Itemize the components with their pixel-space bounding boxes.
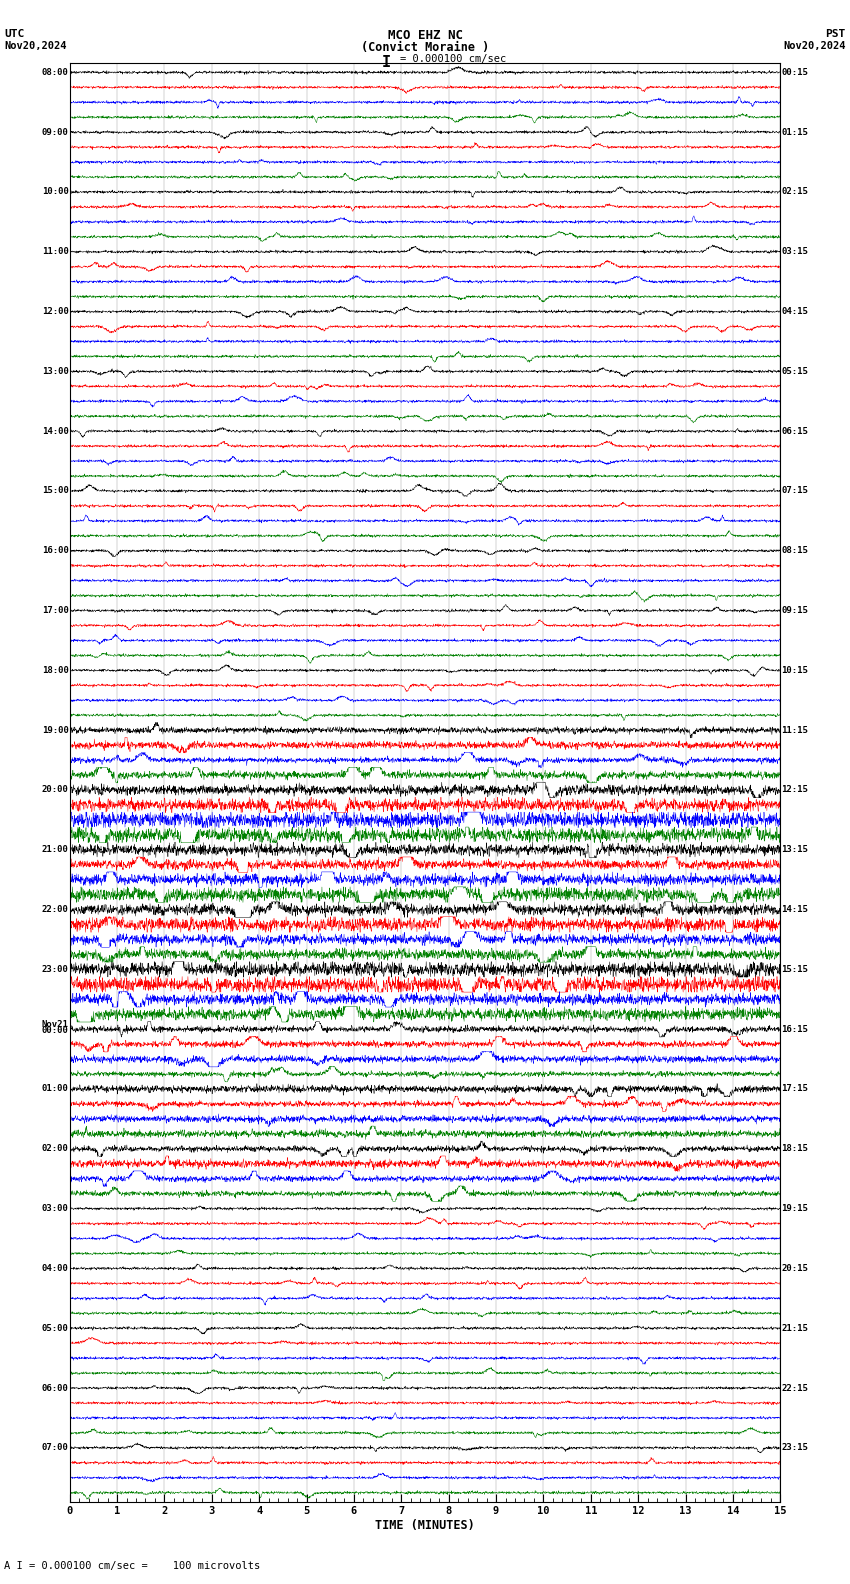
Text: 20:00: 20:00 [42, 786, 69, 795]
Text: 23:15: 23:15 [781, 1443, 808, 1453]
Text: 07:00: 07:00 [42, 1443, 69, 1453]
Text: 11:00: 11:00 [42, 247, 69, 257]
Text: (Convict Moraine ): (Convict Moraine ) [361, 41, 489, 54]
Text: Nov20,2024: Nov20,2024 [4, 41, 67, 51]
Text: 05:00: 05:00 [42, 1324, 69, 1332]
Text: 17:00: 17:00 [42, 607, 69, 615]
Text: Nov21: Nov21 [42, 1020, 69, 1030]
Text: 22:00: 22:00 [42, 904, 69, 914]
Text: 22:15: 22:15 [781, 1383, 808, 1392]
Text: 13:15: 13:15 [781, 846, 808, 854]
Text: 00:00: 00:00 [42, 1026, 69, 1036]
Text: 18:15: 18:15 [781, 1144, 808, 1153]
Text: 02:00: 02:00 [42, 1144, 69, 1153]
Text: 08:15: 08:15 [781, 546, 808, 556]
Text: 01:00: 01:00 [42, 1085, 69, 1093]
Text: 21:15: 21:15 [781, 1324, 808, 1332]
Text: PST: PST [825, 29, 846, 38]
Text: 09:15: 09:15 [781, 607, 808, 615]
Text: 05:15: 05:15 [781, 367, 808, 375]
Text: 09:00: 09:00 [42, 128, 69, 136]
Text: 18:00: 18:00 [42, 665, 69, 675]
Text: 15:15: 15:15 [781, 965, 808, 974]
Text: 00:15: 00:15 [781, 68, 808, 78]
Text: 03:15: 03:15 [781, 247, 808, 257]
Text: I: I [382, 55, 391, 70]
Text: 08:00: 08:00 [42, 68, 69, 78]
Text: 17:15: 17:15 [781, 1085, 808, 1093]
Text: 14:00: 14:00 [42, 426, 69, 436]
Text: 06:00: 06:00 [42, 1383, 69, 1392]
Text: 21:00: 21:00 [42, 846, 69, 854]
Text: 07:15: 07:15 [781, 486, 808, 496]
Text: 02:15: 02:15 [781, 187, 808, 196]
Text: 03:00: 03:00 [42, 1204, 69, 1213]
Text: MCO EHZ NC: MCO EHZ NC [388, 29, 462, 41]
Text: 15:00: 15:00 [42, 486, 69, 496]
Text: 20:15: 20:15 [781, 1264, 808, 1274]
X-axis label: TIME (MINUTES): TIME (MINUTES) [375, 1519, 475, 1532]
Text: 12:15: 12:15 [781, 786, 808, 795]
Text: 16:15: 16:15 [781, 1025, 808, 1034]
Text: 06:15: 06:15 [781, 426, 808, 436]
Text: 10:15: 10:15 [781, 665, 808, 675]
Text: UTC: UTC [4, 29, 25, 38]
Text: A I = 0.000100 cm/sec =    100 microvolts: A I = 0.000100 cm/sec = 100 microvolts [4, 1562, 260, 1571]
Text: 14:15: 14:15 [781, 904, 808, 914]
Text: 10:00: 10:00 [42, 187, 69, 196]
Text: = 0.000100 cm/sec: = 0.000100 cm/sec [400, 54, 506, 63]
Text: 04:15: 04:15 [781, 307, 808, 317]
Text: 16:00: 16:00 [42, 546, 69, 556]
Text: Nov20,2024: Nov20,2024 [783, 41, 846, 51]
Text: 19:15: 19:15 [781, 1204, 808, 1213]
Text: 01:15: 01:15 [781, 128, 808, 136]
Text: 04:00: 04:00 [42, 1264, 69, 1274]
Text: 11:15: 11:15 [781, 725, 808, 735]
Text: 12:00: 12:00 [42, 307, 69, 317]
Text: 13:00: 13:00 [42, 367, 69, 375]
Text: 23:00: 23:00 [42, 965, 69, 974]
Text: 19:00: 19:00 [42, 725, 69, 735]
